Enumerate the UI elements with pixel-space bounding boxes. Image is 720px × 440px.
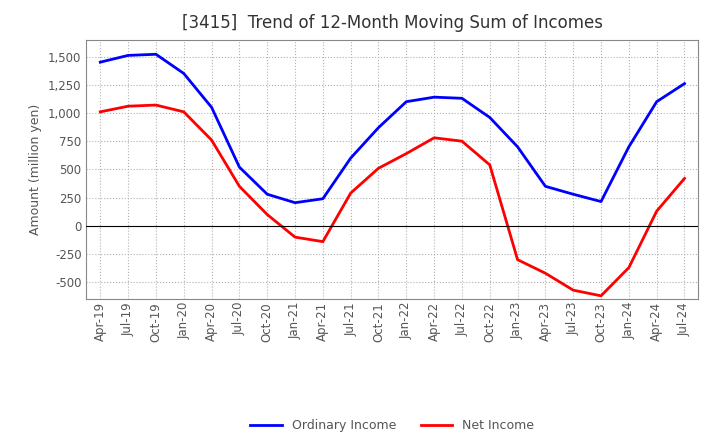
Ordinary Income <box>485 115 494 120</box>
Ordinary Income <box>124 53 132 58</box>
Net Income <box>152 103 161 108</box>
Net Income <box>597 293 606 298</box>
Net Income <box>513 257 522 262</box>
Ordinary Income <box>402 99 410 104</box>
Net Income <box>235 183 243 189</box>
Net Income <box>430 135 438 140</box>
Ordinary Income <box>624 144 633 150</box>
Title: [3415]  Trend of 12-Month Moving Sum of Incomes: [3415] Trend of 12-Month Moving Sum of I… <box>182 15 603 33</box>
Ordinary Income <box>541 183 550 189</box>
Ordinary Income <box>235 165 243 170</box>
Net Income <box>374 165 383 171</box>
Ordinary Income <box>152 51 161 57</box>
Net Income <box>652 209 661 214</box>
Legend: Ordinary Income, Net Income: Ordinary Income, Net Income <box>246 414 539 437</box>
Y-axis label: Amount (million yen): Amount (million yen) <box>30 104 42 235</box>
Ordinary Income <box>458 95 467 101</box>
Line: Net Income: Net Income <box>100 105 685 296</box>
Net Income <box>680 176 689 181</box>
Net Income <box>96 109 104 114</box>
Line: Ordinary Income: Ordinary Income <box>100 54 685 203</box>
Net Income <box>124 103 132 109</box>
Net Income <box>179 109 188 114</box>
Ordinary Income <box>430 95 438 100</box>
Ordinary Income <box>597 199 606 204</box>
Ordinary Income <box>374 125 383 130</box>
Net Income <box>207 137 216 143</box>
Net Income <box>624 265 633 270</box>
Net Income <box>541 271 550 276</box>
Net Income <box>569 287 577 293</box>
Net Income <box>346 191 355 196</box>
Net Income <box>485 162 494 168</box>
Ordinary Income <box>346 155 355 161</box>
Ordinary Income <box>652 99 661 104</box>
Net Income <box>318 239 327 244</box>
Ordinary Income <box>263 191 271 197</box>
Net Income <box>291 235 300 240</box>
Ordinary Income <box>513 144 522 150</box>
Ordinary Income <box>207 105 216 110</box>
Ordinary Income <box>291 200 300 205</box>
Ordinary Income <box>569 191 577 197</box>
Net Income <box>263 212 271 217</box>
Net Income <box>402 151 410 156</box>
Ordinary Income <box>318 196 327 202</box>
Ordinary Income <box>96 59 104 65</box>
Ordinary Income <box>179 71 188 76</box>
Net Income <box>458 139 467 144</box>
Ordinary Income <box>680 81 689 86</box>
